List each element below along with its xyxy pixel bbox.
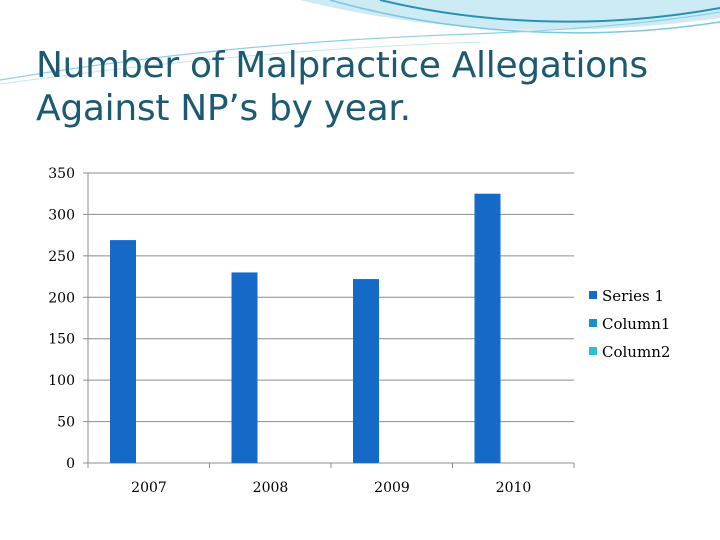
- header-wave-decoration: [0, 0, 720, 85]
- x-tick-labels: 2007 2008 2009 2010: [131, 480, 531, 496]
- legend-swatch: [589, 319, 597, 327]
- y-tick-label: 200: [48, 290, 75, 306]
- bars: [110, 193, 501, 463]
- x-tick-label: 2008: [253, 480, 289, 496]
- x-tick-label: 2010: [496, 480, 532, 496]
- grid-lines: [88, 172, 574, 464]
- y-tick-labels: 0 50 100 150 200 250 300 350: [48, 166, 75, 472]
- bar-2009: [353, 279, 379, 463]
- y-tick-label: 50: [57, 415, 75, 431]
- legend-label: Column2: [602, 343, 670, 361]
- x-tick-label: 2007: [131, 480, 167, 496]
- slide-title: Number of Malpractice Allegations Agains…: [36, 44, 696, 130]
- legend-label: Column1: [602, 315, 670, 333]
- y-tick-label: 250: [48, 249, 75, 265]
- y-tick-label: 150: [48, 332, 75, 348]
- slide-title-line-1: Number of Malpractice Allegations: [36, 45, 648, 86]
- legend-label: Series 1: [602, 287, 664, 305]
- y-tick-label: 300: [48, 207, 75, 223]
- legend-swatch: [589, 291, 597, 299]
- x-tick-label: 2009: [374, 480, 410, 496]
- bar-2008: [231, 272, 258, 463]
- y-tick-label: 0: [66, 456, 75, 472]
- legend-swatch: [589, 347, 597, 355]
- y-tick-label: 100: [48, 373, 75, 389]
- bar-2007: [110, 240, 136, 463]
- bar-2010: [474, 193, 501, 463]
- y-tick-label: 350: [48, 166, 75, 182]
- slide-title-line-2: Against NP’s by year.: [36, 88, 411, 129]
- legend: Series 1 Column1 Column2: [589, 287, 670, 361]
